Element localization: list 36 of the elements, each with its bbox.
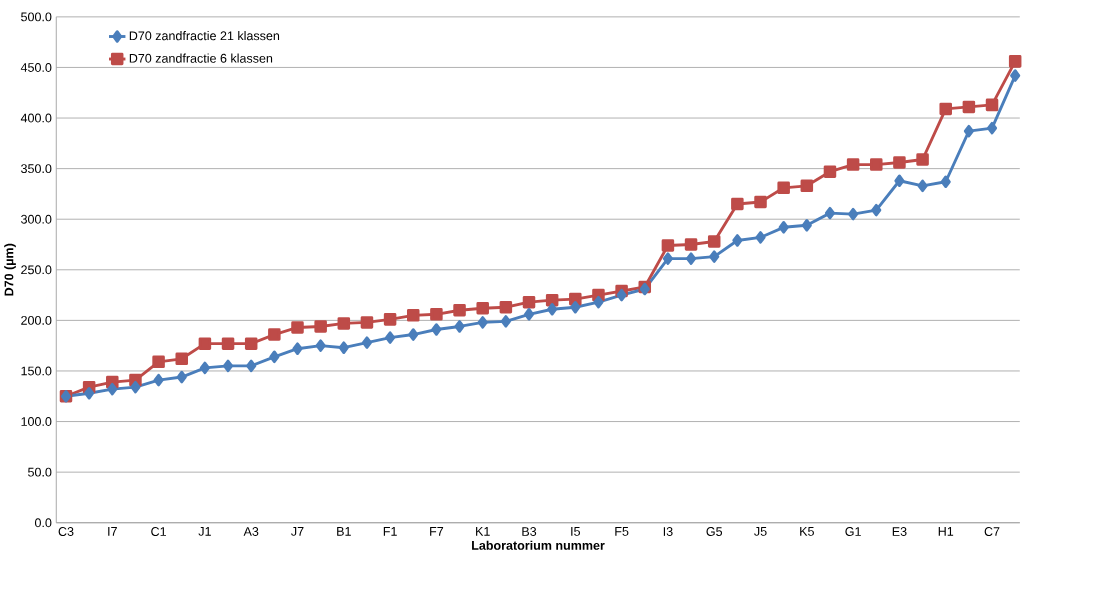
- x-tick-label: F7: [430, 527, 444, 536]
- x-tick-label: C7: [984, 527, 1000, 537]
- x-tick-label: J1: [198, 527, 211, 537]
- x-tick-label: J7: [291, 527, 304, 537]
- y-axis-title: D70 (µm): [4, 244, 16, 296]
- x-tick-label: I7: [108, 527, 117, 536]
- y-tick-label: 250.0: [21, 265, 52, 275]
- y-tick-label: 350.0: [21, 164, 52, 174]
- y-tick-label: 300.0: [21, 214, 52, 224]
- x-tick-label: I5: [571, 527, 581, 537]
- y-tick-label: 100.0: [21, 417, 52, 427]
- y-tick-label: 500.0: [21, 12, 52, 22]
- x-tick-label: C1: [151, 527, 166, 537]
- x-tick-label: H1: [938, 527, 954, 536]
- legend-label: D70 zandfractie 21 klassen: [129, 31, 280, 41]
- y-tick-label: 50.0: [28, 467, 52, 477]
- x-tick-label: K5: [800, 527, 814, 537]
- x-tick-label: B3: [522, 527, 537, 537]
- x-tick-label: F1: [383, 527, 397, 536]
- x-tick-label: I3: [663, 527, 673, 537]
- x-tick-label: J5: [754, 527, 767, 537]
- x-axis-title: Laboratorium nummer: [472, 540, 605, 551]
- y-tick-label: 200.0: [21, 316, 52, 326]
- x-tick-label: C3: [58, 527, 74, 537]
- y-tick-label: 150.0: [21, 366, 52, 376]
- y-tick-label: 400.0: [20, 113, 52, 123]
- x-tick-label: B1: [337, 527, 351, 536]
- x-tick-label: G1: [845, 527, 861, 537]
- legend-label: D70 zandfractie 6 klassen: [129, 53, 273, 63]
- x-tick-label: E3: [892, 527, 907, 537]
- x-tick-label: A3: [243, 527, 259, 537]
- x-tick-label: K1: [476, 527, 490, 536]
- y-tick-label: 0.0: [34, 518, 52, 528]
- x-tick-label: G5: [706, 527, 723, 537]
- y-tick-label: 450.0: [20, 63, 52, 73]
- x-tick-label: F5: [615, 527, 629, 537]
